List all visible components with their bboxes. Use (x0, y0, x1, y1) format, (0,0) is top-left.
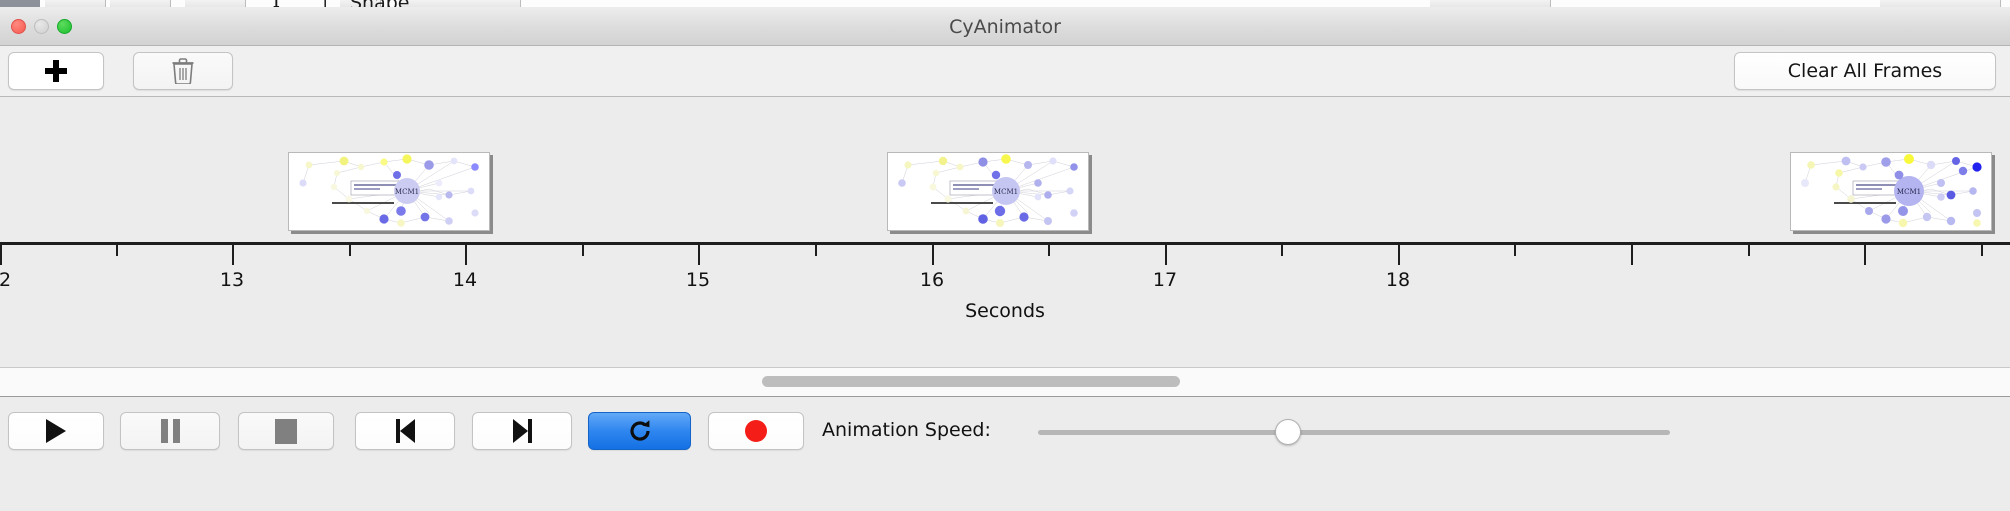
timeline-frame-thumbnail[interactable]: MCM1 (288, 152, 490, 231)
skip-back-icon (395, 419, 415, 443)
zoom-button[interactable] (57, 19, 72, 34)
pause-icon (160, 419, 180, 443)
cyanimator-window: CyAnimator Clear All Frames (0, 7, 2010, 511)
play-icon (46, 419, 66, 443)
slider-knob[interactable] (1275, 419, 1301, 445)
ruler-tick-major (232, 245, 234, 265)
svg-text:MCM1: MCM1 (994, 188, 1018, 196)
add-frame-button[interactable] (8, 52, 104, 90)
ruler-tick-minor (1048, 245, 1050, 256)
ruler-tick-minor (116, 245, 118, 256)
ruler-label: 13 (219, 269, 245, 291)
window-title: CyAnimator (949, 16, 1061, 38)
ruler-tick-minor (1748, 245, 1750, 256)
skip-forward-icon (512, 419, 532, 443)
stop-button[interactable] (238, 412, 334, 450)
timeline-scrollbar[interactable] (0, 368, 2010, 397)
ruler-tick-minor (582, 245, 584, 256)
loop-button[interactable] (588, 412, 691, 450)
ruler-tick-major (1631, 245, 1633, 265)
ruler-tick-major (1864, 245, 1866, 265)
record-button[interactable] (708, 412, 804, 450)
background-glyph: | (322, 0, 329, 12)
play-button[interactable] (8, 412, 104, 450)
stop-icon (275, 418, 297, 444)
record-icon (745, 420, 767, 442)
network-graph-preview: MCM1 (888, 153, 1088, 230)
timeline-axis-title: Seconds (965, 300, 1045, 322)
timeline-ruler (0, 242, 2010, 245)
next-frame-button[interactable] (472, 412, 572, 450)
window-titlebar: CyAnimator (0, 7, 2010, 46)
plus-icon (44, 59, 68, 83)
animation-speed-label: Animation Speed: (822, 419, 991, 441)
ruler-label: 2 (0, 269, 12, 291)
network-graph-preview: MCM1 (1791, 153, 1991, 230)
ruler-tick-major (1165, 245, 1167, 265)
frame-toolbar: Clear All Frames (0, 46, 2010, 97)
trash-icon (172, 58, 194, 84)
timeline-panel[interactable]: MCM1 (0, 97, 2010, 368)
scrollbar-thumb[interactable] (762, 376, 1180, 387)
traffic-lights (11, 19, 72, 34)
playback-toolbar: Animation Speed: (0, 397, 2010, 511)
animation-speed-slider[interactable] (1038, 419, 1670, 445)
ruler-tick-minor (1514, 245, 1516, 256)
previous-frame-button[interactable] (355, 412, 455, 450)
delete-frame-button[interactable] (133, 52, 233, 90)
timeline-frame-thumbnail[interactable]: MCM1 (1790, 152, 1992, 231)
ruler-tick-minor (1981, 245, 1983, 256)
clear-all-frames-button[interactable]: Clear All Frames (1734, 52, 1996, 90)
close-button[interactable] (11, 19, 26, 34)
ruler-tick-major (1398, 245, 1400, 265)
ruler-tick-minor (815, 245, 817, 256)
ruler-tick-major (0, 245, 2, 265)
svg-text:MCM1: MCM1 (395, 188, 419, 196)
network-graph-preview: MCM1 (289, 153, 489, 230)
pause-button[interactable] (120, 412, 220, 450)
timeline-frame-thumbnail[interactable]: MCM1 (887, 152, 1089, 231)
ruler-label: 14 (452, 269, 478, 291)
ruler-tick-major (932, 245, 934, 265)
ruler-tick-minor (349, 245, 351, 256)
loop-icon (629, 420, 650, 441)
slider-track (1038, 430, 1670, 435)
clear-all-frames-label: Clear All Frames (1787, 60, 1943, 82)
ruler-tick-major (465, 245, 467, 265)
ruler-tick-minor (1281, 245, 1283, 256)
ruler-tick-major (698, 245, 700, 265)
ruler-label: 18 (1385, 269, 1411, 291)
minimize-button[interactable] (34, 19, 49, 34)
svg-text:MCM1: MCM1 (1897, 188, 1921, 196)
ruler-label: 15 (685, 269, 711, 291)
ruler-label: 17 (1152, 269, 1178, 291)
ruler-label: 16 (919, 269, 945, 291)
